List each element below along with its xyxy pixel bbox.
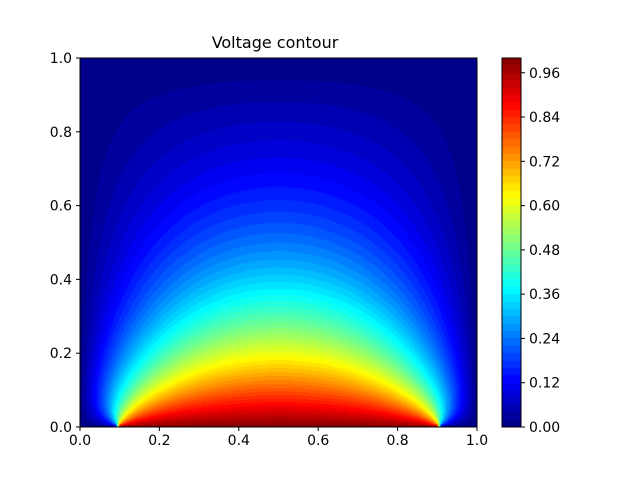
voltage-contour-image xyxy=(80,58,477,427)
x-tick-label: 0.6 xyxy=(307,433,329,449)
colorbar-axis: 0.00 0.12 0.24 0.36 0.48 0.60 0.72 0.84 0.96 xyxy=(521,66,560,436)
y-tick-label: 0.8 xyxy=(50,125,72,141)
x-tick-label: 0.2 xyxy=(148,433,170,449)
y-tick-label: 0.4 xyxy=(50,272,72,288)
x-axis: 0.0 0.2 0.4 0.6 0.8 1.0 xyxy=(69,427,488,449)
chart-title: Voltage contour xyxy=(212,33,339,52)
y-axis: 0.0 0.2 0.4 0.6 0.8 1.0 xyxy=(50,51,80,436)
colorbar-tick-label: 0.60 xyxy=(529,199,560,215)
colorbar-gradient xyxy=(502,58,521,427)
colorbar-tick-label: 0.36 xyxy=(529,287,560,303)
colorbar xyxy=(501,57,522,428)
x-tick-label: 0.8 xyxy=(386,433,408,449)
y-tick-label: 0.2 xyxy=(50,346,72,362)
colorbar-tick-label: 0.12 xyxy=(529,376,560,392)
plot-frame xyxy=(79,57,478,428)
colorbar-tick-label: 0.00 xyxy=(529,420,560,436)
plot-area xyxy=(79,57,478,428)
colorbar-tick-label: 0.48 xyxy=(529,243,560,259)
x-tick-label: 0.4 xyxy=(228,433,250,449)
y-tick-label: 1.0 xyxy=(50,51,72,67)
x-tick-label: 1.0 xyxy=(466,433,488,449)
colorbar-tick-label: 0.96 xyxy=(529,66,560,82)
colorbar-tick-label: 0.72 xyxy=(529,154,560,170)
colorbar-tick-label: 0.84 xyxy=(529,110,560,126)
colorbar-frame xyxy=(501,57,522,428)
y-tick-label: 0.6 xyxy=(50,199,72,215)
x-tick-label: 0.0 xyxy=(69,433,91,449)
y-tick-label: 0.0 xyxy=(50,420,72,436)
colorbar-tick-label: 0.24 xyxy=(529,331,560,347)
